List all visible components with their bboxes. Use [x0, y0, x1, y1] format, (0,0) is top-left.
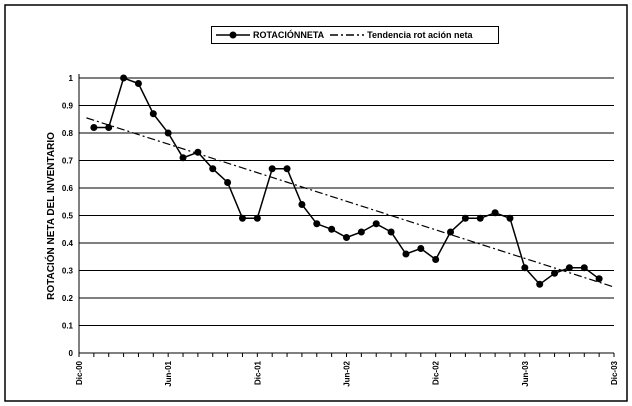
y-tick-label: 0	[69, 349, 74, 358]
legend-marker-solid	[216, 31, 250, 39]
data-point	[238, 214, 246, 222]
x-tick-label: Jun-02	[343, 360, 352, 386]
y-axis-title: ROTACIÓN NETA DEL INVENTARIO	[46, 132, 57, 300]
data-point	[476, 214, 484, 222]
x-tick-label: Jun-01	[164, 360, 173, 386]
legend: ROTACIÓNNETA Tendencia rot ación neta	[211, 26, 499, 44]
data-point	[506, 214, 514, 222]
data-point	[268, 165, 276, 173]
y-tick-label: 0.2	[62, 294, 74, 303]
legend-marker-dashdot	[330, 34, 365, 36]
data-point	[521, 264, 529, 272]
data-point	[402, 250, 410, 258]
x-tick-label: Dic-00	[75, 360, 84, 385]
y-tick-label: 0.7	[62, 157, 74, 166]
data-point	[194, 148, 202, 156]
legend-item-trend: Tendencia rot ación neta	[330, 30, 473, 40]
data-point	[417, 245, 425, 252]
data-point	[357, 228, 365, 236]
y-tick-label: 0.5	[62, 212, 74, 221]
y-tick-label: 0.8	[62, 129, 74, 138]
data-point	[120, 74, 128, 82]
y-tick-label: 0.4	[62, 239, 74, 248]
data-point	[565, 264, 573, 272]
y-tick-label: 0.6	[62, 184, 74, 193]
legend-label-series: ROTACIÓNNETA	[253, 30, 325, 40]
x-tick-label: Dic-02	[432, 360, 441, 385]
data-point	[372, 220, 380, 228]
data-point	[447, 228, 455, 236]
data-point	[595, 275, 603, 283]
data-point	[164, 129, 172, 137]
data-point	[283, 165, 291, 173]
x-tick-label: Dic-03	[610, 360, 619, 385]
data-point	[536, 280, 544, 288]
data-point	[580, 264, 588, 272]
y-tick-label: 0.3	[62, 267, 74, 276]
data-point	[343, 234, 350, 241]
data-point	[491, 209, 499, 217]
x-tick-label: Dic-01	[253, 360, 262, 385]
trend-line	[86, 117, 615, 288]
y-tick-label: 1	[69, 74, 74, 83]
data-point	[253, 214, 261, 222]
data-point	[298, 201, 306, 208]
data-point	[551, 269, 559, 277]
data-point	[328, 225, 336, 233]
data-point	[461, 214, 469, 222]
x-tick-label: Jun-03	[521, 360, 530, 386]
data-point	[313, 220, 321, 228]
data-point	[387, 228, 395, 236]
plot-area: 0 0.1 0.2 0.3 0.4 0.5 0.6 0.7 0.8 0.9 1 Dic-00 Jun-0…	[62, 74, 619, 387]
data-point	[224, 179, 232, 186]
data-point	[149, 110, 157, 118]
y-tick-label: 0.9	[62, 102, 74, 111]
data-point	[134, 80, 142, 87]
legend-label-trend: Tendencia rot ación neta	[367, 30, 473, 40]
y-tick-label: 0.1	[62, 322, 74, 331]
legend-item-series: ROTACIÓNNETA	[216, 30, 324, 40]
chart-border	[4, 4, 628, 402]
data-point	[105, 124, 113, 131]
data-point	[209, 165, 217, 173]
data-point	[432, 256, 440, 263]
data-point	[90, 124, 98, 131]
data-point	[179, 154, 187, 162]
